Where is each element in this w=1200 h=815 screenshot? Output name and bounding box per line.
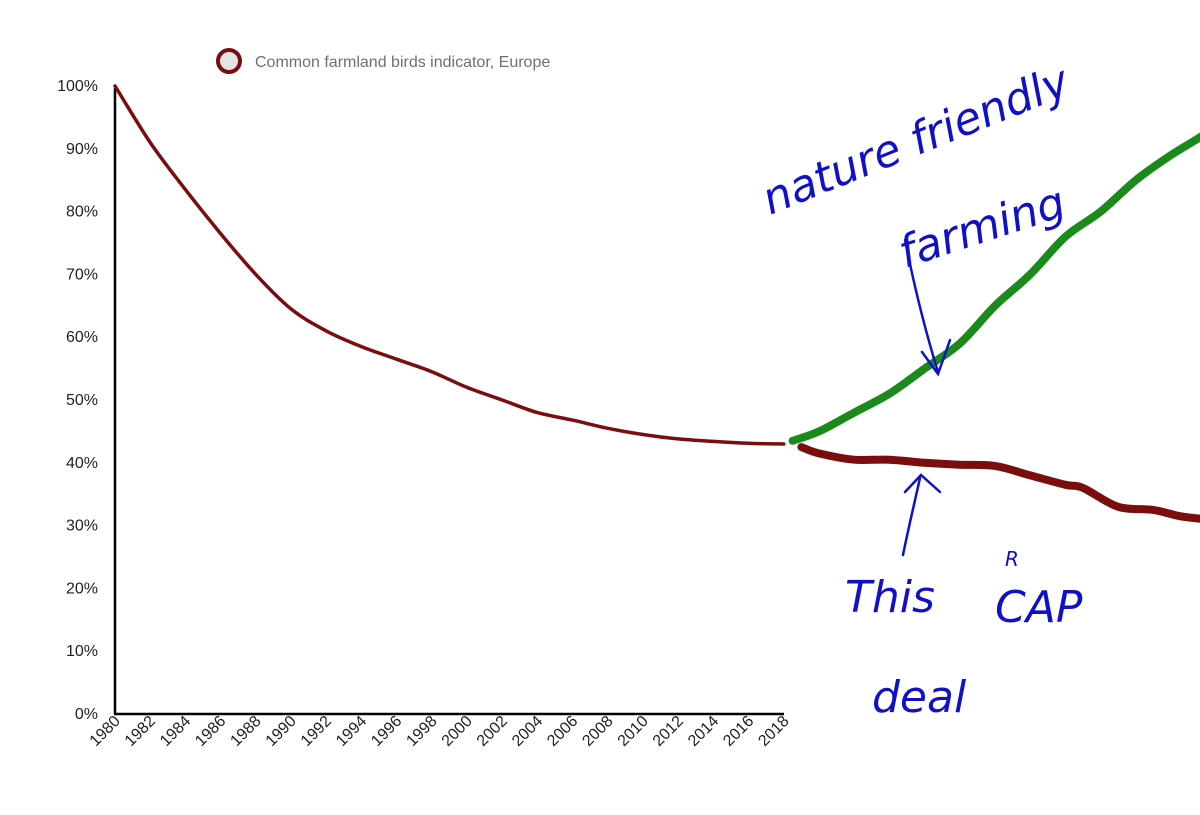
y-tick-label: 90% (66, 141, 98, 158)
annotation-top: nature friendly farming (755, 55, 1077, 278)
x-tick-label: 2004 (509, 713, 546, 750)
x-tick-label: 1984 (157, 713, 194, 750)
x-tick-label: 1990 (263, 713, 300, 750)
x-tick-label: 1992 (298, 713, 335, 750)
y-tick-label: 100% (57, 78, 98, 95)
y-tick-labels: 0% 10% 20% 30% 40% 50% 60% 70% 80% 90% 100% (57, 78, 98, 723)
x-tick-label: 1986 (192, 713, 229, 750)
series-line-farmland-birds (113, 84, 786, 446)
x-tick-label: 1994 (333, 713, 370, 750)
y-tick-label: 50% (66, 392, 98, 409)
annotation-cap-superscript: R (1005, 547, 1019, 571)
y-tick-label: 10% (66, 643, 98, 660)
x-tick-label: 2016 (720, 713, 757, 750)
x-tick-label: 1998 (403, 713, 440, 750)
annotation-cap: CAP (995, 582, 1083, 633)
y-tick-label: 60% (66, 329, 98, 346)
y-tick-label: 0% (75, 706, 98, 723)
x-tick-label: 1996 (368, 713, 405, 750)
x-tick-label: 1988 (227, 713, 264, 750)
x-tick-label: 2002 (474, 713, 511, 750)
x-tick-label: 2014 (685, 713, 722, 750)
y-tick-label: 30% (66, 518, 98, 535)
arrow-to-green (903, 238, 952, 377)
x-tick-label: 2000 (439, 713, 476, 750)
x-tick-label: 2008 (579, 713, 616, 750)
x-tick-label: 2012 (650, 713, 687, 750)
y-tick-label: 80% (66, 204, 98, 221)
legend-marker (216, 48, 242, 74)
x-tick-label: 2018 (755, 713, 792, 750)
red-projection-line (797, 443, 1200, 523)
annotation-bottom: This CAP R deal (845, 547, 1083, 723)
y-tick-label: 20% (66, 580, 98, 597)
x-tick-labels: 1980198219841986198819901992199419961998… (87, 713, 793, 750)
x-tick-label: 2010 (615, 713, 652, 750)
legend-label: Common farmland birds indicator, Europe (255, 54, 550, 71)
legend: Common farmland birds indicator, Europe (216, 48, 550, 74)
x-tick-label: 2006 (544, 713, 581, 750)
x-tick-label: 1982 (122, 713, 159, 750)
arrow-to-red (901, 473, 942, 557)
green-projection-line (788, 132, 1200, 445)
annotation-this: This (845, 572, 935, 623)
y-tick-label: 70% (66, 266, 98, 283)
y-tick-label: 40% (66, 455, 98, 472)
annotation-deal: deal (872, 672, 967, 723)
